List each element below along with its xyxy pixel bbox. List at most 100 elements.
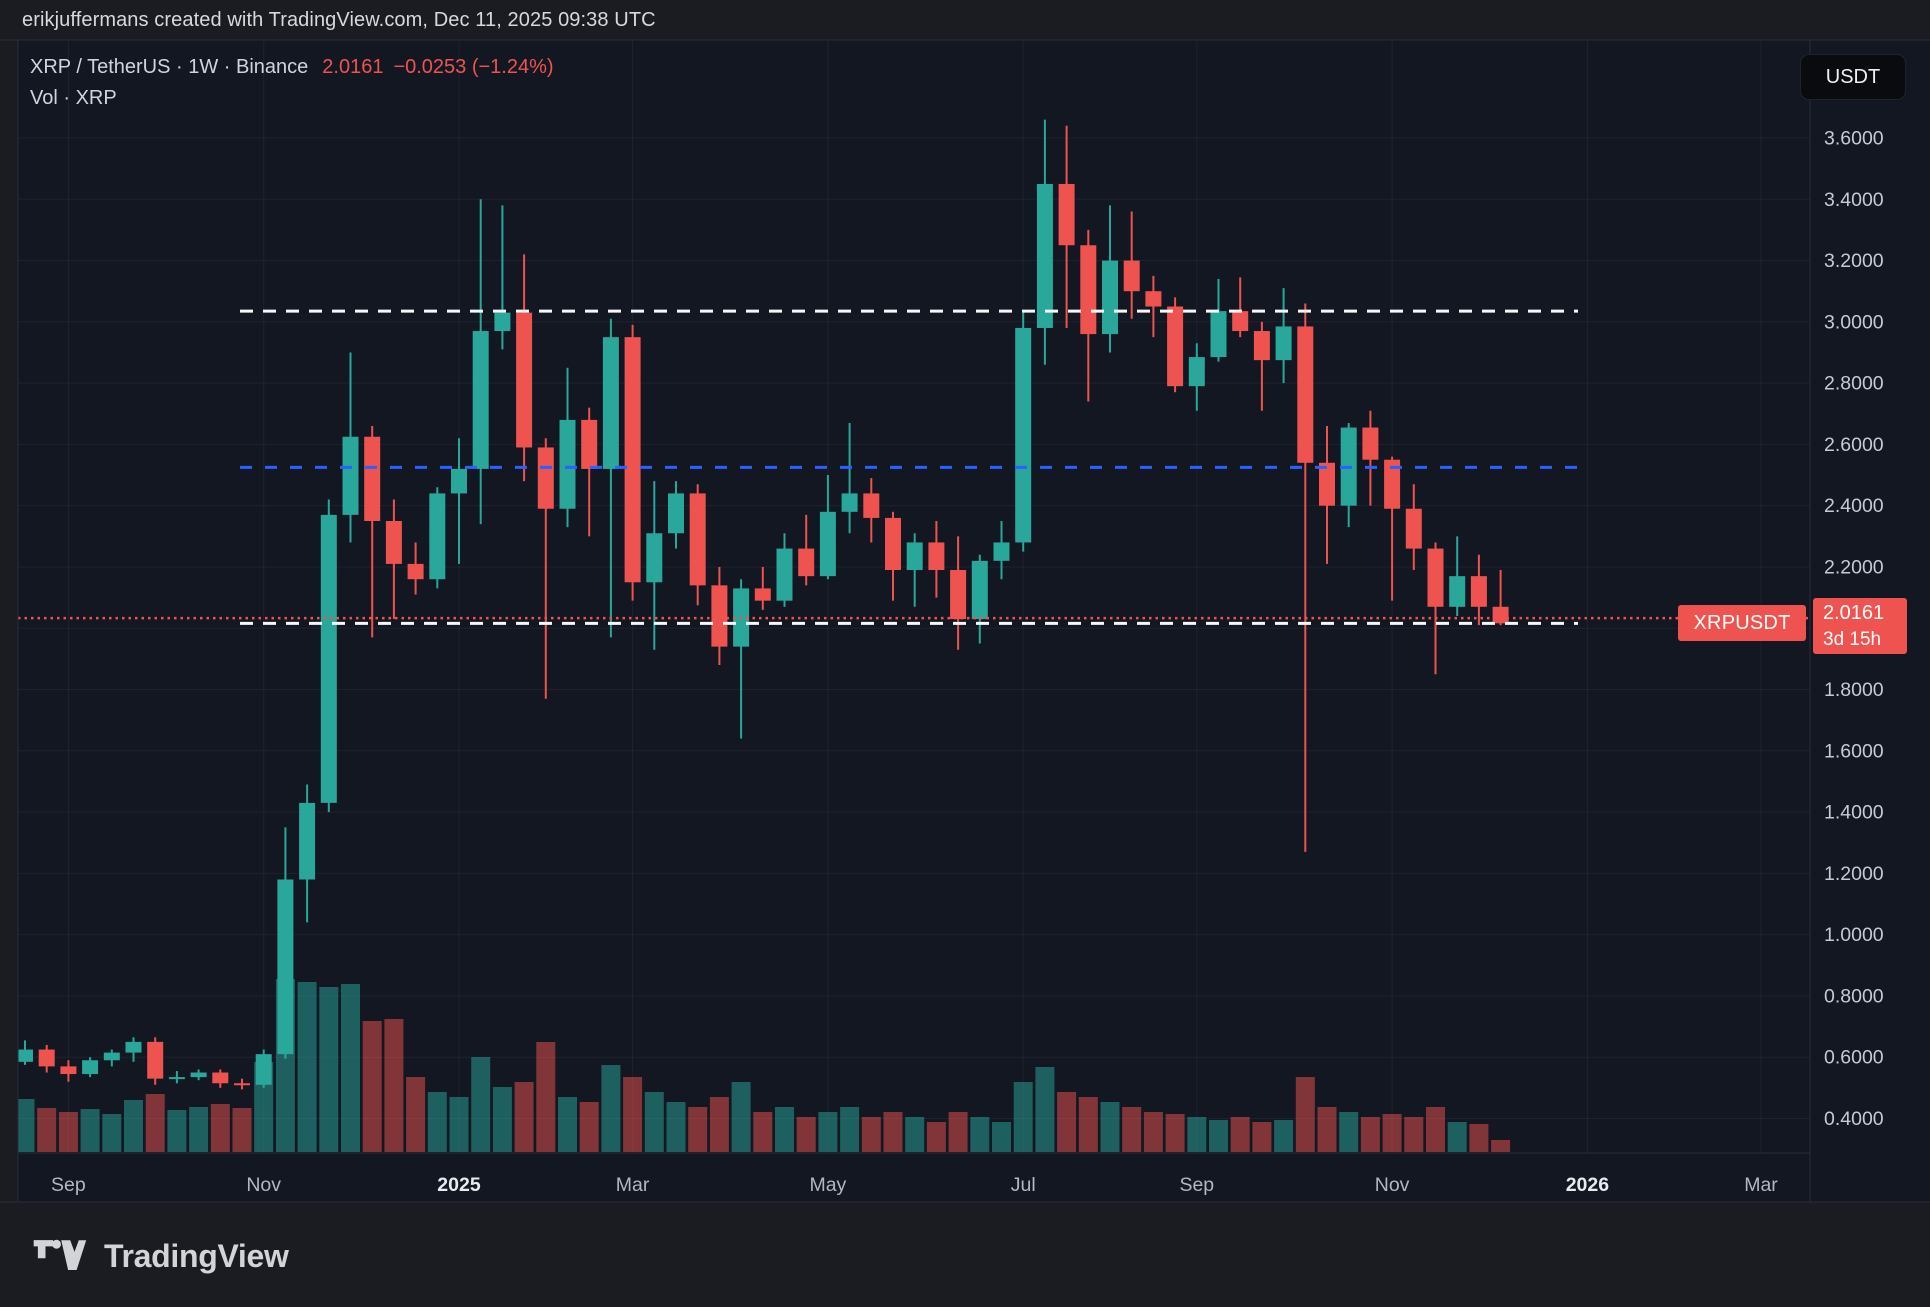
candle-body	[60, 1066, 77, 1075]
volume-bar	[210, 1104, 230, 1152]
candle-body	[950, 570, 967, 620]
y-axis-label[interactable]: 3.0000	[1824, 311, 1884, 333]
volume-bar	[145, 1094, 165, 1152]
volume-bar	[18, 1099, 35, 1152]
time-axis-labels: Sep Nov 2025 Mar May Jul Sep Nov 2026 Mar	[51, 1174, 1778, 1196]
volume-bar	[1230, 1117, 1250, 1152]
x-axis-label[interactable]: Mar	[1744, 1174, 1778, 1196]
volume-bar	[970, 1117, 990, 1152]
candle-body	[125, 1041, 142, 1053]
volume-bar	[1426, 1107, 1445, 1152]
volume-bar	[232, 1108, 252, 1152]
candle-body	[754, 588, 771, 601]
currency-toggle-button[interactable]: USDT	[1800, 54, 1906, 100]
y-axis-label[interactable]: 3.4000	[1824, 189, 1884, 211]
chart-legend: XRP / TetherUS · 1W · Binance 2.0161 −0.02…	[30, 52, 554, 114]
volume-bar	[58, 1112, 78, 1152]
candle-body	[429, 493, 446, 580]
volume-bar	[1491, 1140, 1511, 1152]
candle-body	[168, 1077, 185, 1080]
volume-bar	[818, 1112, 838, 1152]
volume-bar	[37, 1108, 57, 1152]
y-axis-label[interactable]: 0.8000	[1824, 985, 1884, 1007]
y-axis-label[interactable]: 3.6000	[1824, 128, 1884, 150]
volume-bar	[492, 1087, 512, 1152]
y-axis-label[interactable]: 1.0000	[1824, 924, 1884, 946]
candle-body	[776, 548, 793, 601]
candle-body	[18, 1049, 33, 1062]
plot-layer	[18, 119, 1810, 1152]
volume-bar	[1252, 1122, 1272, 1152]
symbol-title[interactable]: XRP / TetherUS · 1W · Binance	[30, 56, 309, 78]
x-axis-label[interactable]: May	[809, 1174, 846, 1196]
candle-body	[472, 331, 489, 469]
volume-bar	[362, 1021, 382, 1152]
volume-bar	[1317, 1107, 1337, 1152]
volume-bar	[688, 1107, 708, 1152]
volume-bar	[1187, 1117, 1207, 1152]
volume-bar	[731, 1082, 751, 1152]
legend-change: −0.0253 (−1.24%)	[393, 56, 554, 78]
y-axis-label[interactable]: 2.6000	[1824, 434, 1884, 456]
volume-bar	[948, 1112, 968, 1152]
y-axis-label[interactable]: 1.6000	[1824, 740, 1884, 762]
x-axis-label[interactable]: Jul	[1011, 1174, 1036, 1196]
tradingview-logo-text: TradingView	[104, 1237, 289, 1274]
volume-bar	[666, 1102, 686, 1152]
x-axis-label[interactable]: Nov	[246, 1174, 281, 1196]
y-axis-label[interactable]: 0.6000	[1824, 1047, 1884, 1069]
y-axis-label[interactable]: 1.4000	[1824, 802, 1884, 824]
volume-bar	[1013, 1082, 1033, 1152]
candle-body	[885, 517, 901, 571]
y-axis-label[interactable]: 2.8000	[1824, 373, 1884, 395]
x-axis-label[interactable]: Sep	[51, 1174, 86, 1196]
y-axis-label[interactable]: 2.2000	[1824, 556, 1884, 578]
legend-volume-row[interactable]: Vol · XRP	[30, 83, 554, 114]
x-axis-label[interactable]: Sep	[1179, 1174, 1214, 1196]
candle-body	[1492, 606, 1509, 624]
volume-bar	[905, 1117, 925, 1152]
candle-body	[1319, 462, 1335, 506]
volume-bar	[623, 1077, 643, 1152]
candle-body	[1036, 183, 1053, 328]
candle-body	[82, 1060, 99, 1075]
candle-body	[559, 419, 576, 509]
candle-body	[1253, 331, 1270, 361]
y-axis-label[interactable]: 1.2000	[1824, 863, 1884, 885]
y-axis-label[interactable]: 2.4000	[1824, 495, 1884, 517]
volume-bar	[1360, 1117, 1380, 1152]
border-layer	[0, 39, 1930, 1203]
volume-bar	[406, 1077, 426, 1152]
volume-bar	[1143, 1112, 1163, 1152]
volume-bar	[883, 1112, 903, 1152]
candle-body	[516, 312, 533, 448]
axis-badge-price: 2.0161	[1823, 602, 1885, 624]
candle-body	[819, 511, 836, 577]
x-axis-label[interactable]: Mar	[616, 1174, 650, 1196]
candle-body	[928, 542, 945, 571]
y-axis-label[interactable]: 1.8000	[1824, 679, 1884, 701]
tradingview-logo-icon	[33, 1239, 87, 1270]
tradingview-brand[interactable]: TradingView	[33, 1236, 289, 1276]
candle-body	[234, 1083, 250, 1086]
volume-bar	[536, 1042, 556, 1152]
candle-body	[1210, 311, 1227, 358]
candle-body	[320, 514, 337, 803]
x-axis-label[interactable]: 2026	[1566, 1174, 1610, 1196]
candle-body	[863, 493, 880, 518]
y-axis-label[interactable]: 3.2000	[1824, 250, 1884, 272]
candle-body	[451, 468, 467, 494]
volume-bar	[124, 1100, 143, 1152]
footer-bar: TradingView	[0, 1205, 1930, 1307]
volume-layer	[18, 979, 1511, 1152]
y-axis-label[interactable]: 0.4000	[1824, 1108, 1884, 1130]
x-axis-label[interactable]: Nov	[1375, 1174, 1410, 1196]
volume-indicator-label: Vol · XRP	[30, 87, 117, 109]
candle-body	[190, 1072, 207, 1078]
x-axis-label[interactable]: 2025	[437, 1174, 481, 1196]
legend-symbol-row: XRP / TetherUS · 1W · Binance 2.0161 −0.02…	[30, 52, 554, 83]
candle-layer	[18, 119, 1509, 1090]
candle-body	[906, 542, 923, 571]
